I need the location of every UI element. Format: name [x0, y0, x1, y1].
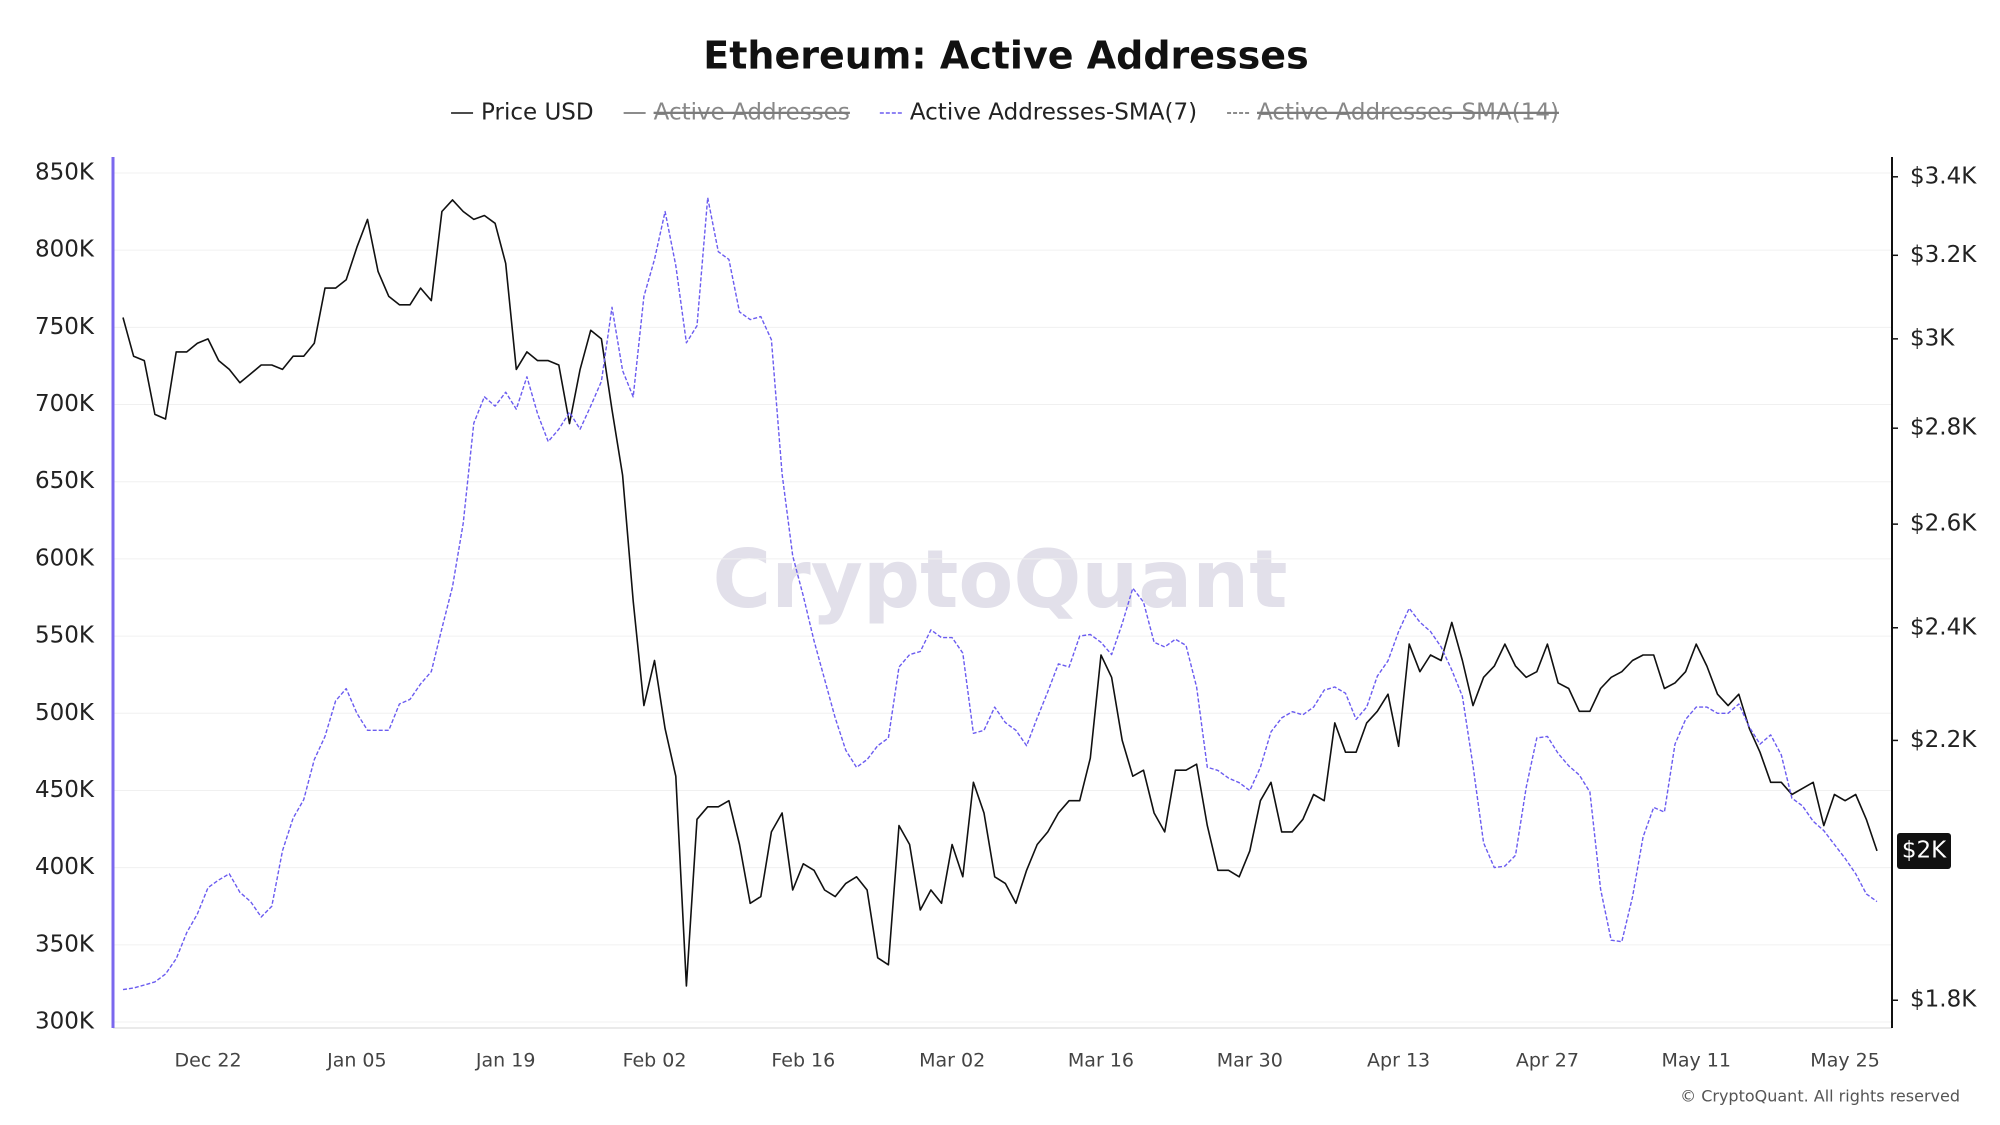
y-tick-label: 650K [35, 468, 95, 494]
y-tick-label: 850K [35, 160, 95, 186]
y2-tick-label: $3K [1910, 325, 1955, 351]
x-tick-label: Mar 30 [1217, 1050, 1283, 1072]
y-tick-label: 550K [35, 623, 95, 649]
y2-tick-label: $3.4K [1910, 163, 1977, 189]
y2-tick-label: $2.8K [1910, 415, 1977, 441]
y-tick-label: 400K [35, 854, 95, 880]
x-tick-label: Mar 16 [1068, 1050, 1134, 1072]
y-tick-label: 300K [35, 1009, 95, 1035]
last-value-badge [1897, 832, 1951, 869]
y-tick-label: 700K [35, 391, 95, 417]
copyright: © CryptoQuant. All rights reserved [1680, 1087, 1960, 1106]
y-tick-label: 800K [35, 237, 95, 263]
x-tick-label: Feb 02 [623, 1050, 687, 1072]
line-series [122, 199, 1878, 987]
x-tick-label: May 25 [1810, 1050, 1880, 1072]
x-tick-label: Jan 19 [475, 1050, 536, 1072]
y2-tick-label: $1.8K [1910, 987, 1977, 1013]
y2-tick-label: $2.2K [1910, 727, 1977, 753]
x-tick-label: Dec 22 [175, 1050, 242, 1072]
x-tick-label: Apr 27 [1516, 1050, 1579, 1072]
x-tick-label: Apr 13 [1367, 1050, 1430, 1072]
y-tick-label: 600K [35, 545, 95, 571]
y-tick-label: 450K [35, 777, 95, 803]
y-tick-label: 750K [35, 314, 95, 340]
y2-tick-label: $2.4K [1910, 614, 1977, 640]
chart-title: Ethereum: Active Addresses [703, 34, 1308, 78]
x-tick-label: Mar 02 [919, 1050, 985, 1072]
x-tick-label: May 11 [1661, 1050, 1731, 1072]
x-tick-label: Jan 05 [326, 1050, 387, 1072]
x-tick-label: Feb 16 [771, 1050, 835, 1072]
last-value-label: $2K [1902, 837, 1947, 863]
y2-tick-label: $3.2K [1910, 242, 1977, 268]
line-series [122, 197, 1878, 991]
legend: Price USD Active Addresses Active Addresse… [451, 100, 1559, 126]
legend-label: Price USD [481, 100, 594, 126]
legend-label: Active Addresses-SMA(7) [910, 100, 1197, 126]
y-tick-label: 350K [35, 931, 95, 957]
y-tick-label: 500K [35, 700, 95, 726]
watermark: CryptoQuant [713, 533, 1288, 626]
y2-tick-label: $2.6K [1910, 511, 1977, 537]
